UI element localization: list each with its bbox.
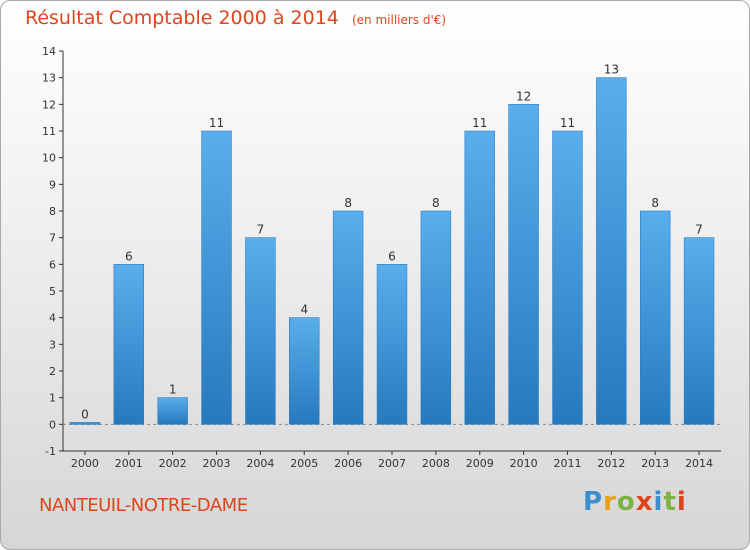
- bar-2000: [69, 422, 101, 425]
- bar-2009: [464, 130, 495, 425]
- chart-unit: (en milliers d'€): [351, 13, 447, 27]
- data-label-2009: 11: [472, 116, 487, 130]
- y-tick-label: 13: [42, 72, 56, 85]
- bar-2013: [639, 210, 671, 425]
- x-tick-label-2000: 2000: [71, 457, 99, 470]
- data-label-2005: 4: [300, 303, 308, 317]
- y-tick-label: 14: [42, 45, 56, 58]
- y-tick-label: 7: [49, 232, 56, 245]
- data-label-2013: 8: [651, 196, 659, 210]
- y-tick-label: 2: [49, 365, 56, 378]
- data-label-2006: 8: [344, 196, 352, 210]
- y-tick-label: 4: [49, 312, 56, 325]
- data-label-2003: 11: [209, 116, 224, 130]
- x-tick-label-2012: 2012: [597, 457, 625, 470]
- proxiti-logo: Proxiti: [583, 487, 687, 517]
- x-tick-label-2004: 2004: [246, 457, 274, 470]
- y-tick-label: 5: [49, 285, 56, 298]
- y-tick-label: 3: [49, 338, 56, 351]
- y-tick-label: -1: [45, 445, 56, 458]
- y-tick-label: 6: [49, 258, 56, 271]
- y-tick-label: 0: [49, 418, 56, 431]
- bar-2014: [683, 237, 715, 425]
- commune-name: NANTEUIL-NOTRE-DAME: [39, 495, 248, 516]
- y-tick-label: 9: [49, 178, 56, 191]
- bar-2008: [420, 210, 452, 425]
- bar-2011: [552, 130, 583, 425]
- title-row: Résultat Comptable 2000 à 2014 (en milli…: [25, 7, 446, 29]
- data-label-2002: 1: [169, 383, 177, 397]
- y-tick-label: 1: [49, 392, 56, 405]
- x-tick-label-2013: 2013: [641, 457, 669, 470]
- bar-2006: [332, 210, 364, 425]
- data-label-2010: 12: [516, 89, 531, 103]
- x-tick-label-2009: 2009: [466, 457, 494, 470]
- bar-2002: [157, 397, 188, 425]
- bar-2001: [113, 264, 145, 425]
- bar-2003: [201, 130, 232, 425]
- y-tick-label: 11: [42, 125, 56, 138]
- x-tick-label-2010: 2010: [510, 457, 538, 470]
- bar-2005: [289, 317, 320, 425]
- x-tick-label-2002: 2002: [159, 457, 187, 470]
- data-label-2004: 7: [257, 223, 265, 237]
- data-label-2000: 0: [81, 407, 89, 421]
- data-label-2008: 8: [432, 196, 440, 210]
- chart-title: Résultat Comptable 2000 à 2014: [25, 7, 339, 29]
- bar-2007: [376, 264, 408, 425]
- data-label-2001: 6: [125, 249, 133, 263]
- x-tick-label-2007: 2007: [378, 457, 406, 470]
- x-tick-label-2001: 2001: [115, 457, 143, 470]
- x-tick-label-2005: 2005: [290, 457, 318, 470]
- y-tick-label: 10: [42, 152, 56, 165]
- data-label-2011: 11: [560, 116, 575, 130]
- bar-2012: [596, 77, 627, 425]
- x-tick-label-2011: 2011: [553, 457, 581, 470]
- x-tick-label-2003: 2003: [203, 457, 231, 470]
- data-label-2007: 6: [388, 249, 396, 263]
- data-label-2012: 13: [604, 63, 619, 77]
- x-tick-label-2008: 2008: [422, 457, 450, 470]
- data-label-2014: 7: [695, 223, 703, 237]
- y-tick-label: 8: [49, 205, 56, 218]
- x-tick-label-2006: 2006: [334, 457, 362, 470]
- x-tick-label-2014: 2014: [685, 457, 713, 470]
- bar-2010: [508, 104, 539, 425]
- bar-2004: [245, 237, 276, 425]
- y-tick-label: 12: [42, 98, 56, 111]
